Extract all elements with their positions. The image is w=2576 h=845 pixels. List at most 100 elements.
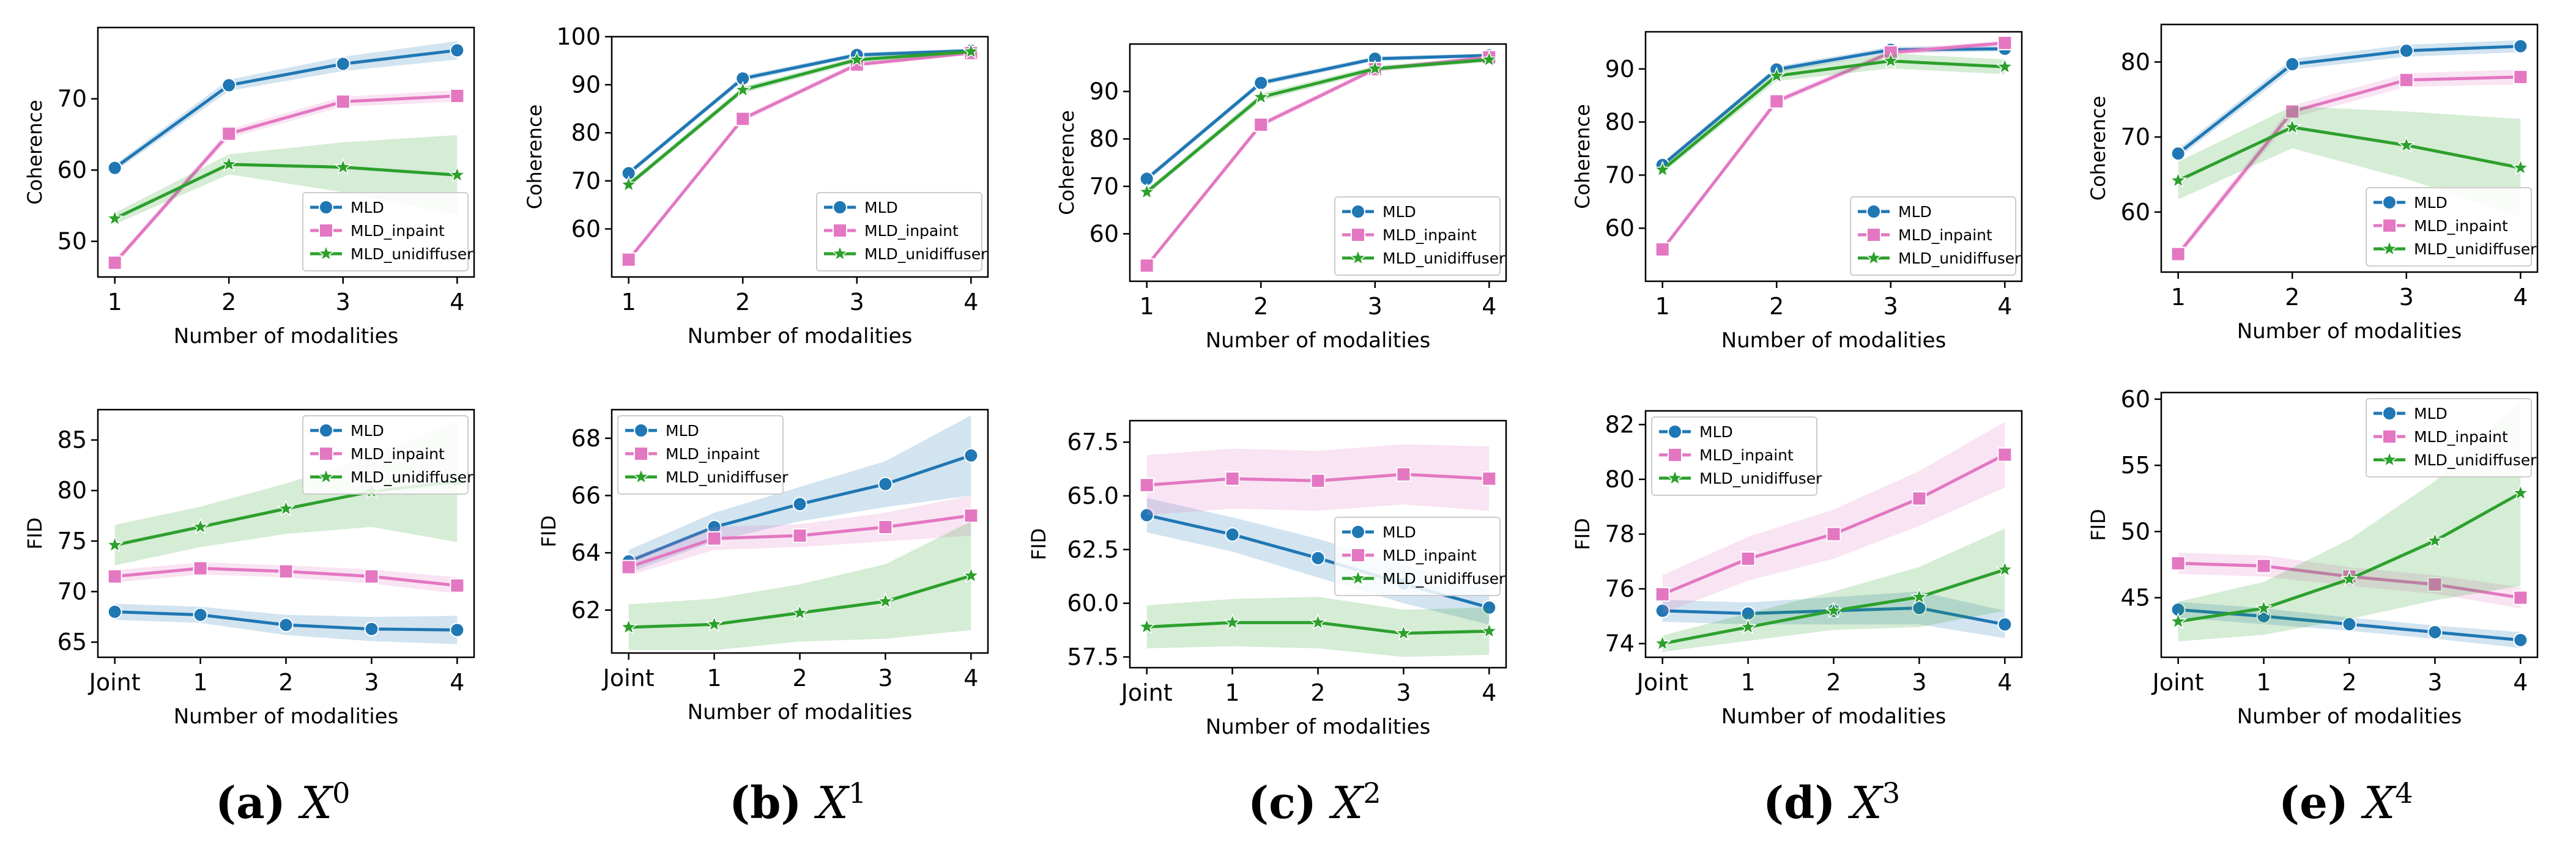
- y-axis-label: Coherence: [1571, 104, 1594, 209]
- legend-label: MLD: [1699, 423, 1733, 441]
- legend-label: MLD: [1383, 523, 1416, 541]
- legend-box: [617, 415, 784, 495]
- x-tick-label: 4: [450, 289, 464, 315]
- data-point-MLD: [107, 604, 122, 619]
- x-tick-label: Joint: [602, 665, 655, 692]
- legend-circle-marker: [319, 200, 333, 215]
- data-point-MLD_unidiffuser: [791, 603, 809, 621]
- y-tick-label: 70: [1089, 173, 1119, 200]
- y-tick-label: 80: [571, 119, 601, 146]
- y-tick-label: 80: [1089, 125, 1119, 152]
- confidence-band-MLD_unidiffuser: [1146, 597, 1490, 657]
- data-point-MLD_unidiffuser: [1739, 618, 1758, 635]
- series-line-MLD_inpaint: [2177, 75, 2521, 256]
- series-line-MLD_inpaint: [113, 94, 458, 264]
- legend-box: [816, 192, 982, 271]
- y-axis-label: Coherence: [523, 105, 546, 210]
- chart-panel-2: 1 2 3 4 60 70 80 90 100 Number of modalities Coher…: [523, 23, 989, 349]
- data-point-MLD_unidiffuser: [962, 566, 980, 583]
- legend-star-marker: [831, 244, 849, 262]
- caption-variable: X: [1850, 777, 1882, 828]
- legend-label: MLD_unidiffuser: [666, 468, 789, 486]
- y-tick-label: 100: [556, 23, 601, 50]
- legend-label: MLD: [2414, 194, 2448, 212]
- legend-label: MLD_unidiffuser: [2414, 451, 2537, 469]
- series-line-MLD: [1146, 54, 1490, 180]
- x-tick-label: 3: [850, 289, 864, 315]
- data-point-MLD_inpaint: [2399, 72, 2414, 87]
- legend-square-marker: [1351, 548, 1365, 563]
- caption-label: (e): [2279, 777, 2364, 828]
- y-tick-label: 70: [2121, 124, 2150, 150]
- y-tick-label: 65.0: [1067, 482, 1119, 509]
- y-axis-label: Coherence: [1055, 110, 1078, 215]
- x-tick-label: 1: [2171, 284, 2186, 311]
- legend-label: MLD: [666, 422, 699, 440]
- legend-circle-marker: [319, 423, 333, 438]
- chart-panel-6: Joint 1 2 3 4 65 70 75 80 85 Number of modalities F…: [23, 408, 475, 729]
- series-line-MLD: [1661, 47, 2005, 166]
- legend-label: MLD_inpaint: [864, 222, 959, 240]
- y-tick-label: 75: [58, 528, 87, 555]
- data-point-MLD_unidiffuser: [1480, 50, 1498, 67]
- x-tick-label: 3: [336, 289, 351, 315]
- legend-circle-marker: [2382, 406, 2397, 421]
- x-tick-label: 2: [221, 289, 236, 315]
- y-tick-label: 62.5: [1067, 536, 1119, 563]
- legend-square-marker: [319, 223, 333, 238]
- data-point-MLD_unidiffuser: [1138, 182, 1156, 200]
- confidence-band-MLD: [1146, 53, 1490, 182]
- data-point-MLD_inpaint: [450, 88, 465, 103]
- data-point-MLD_inpaint: [2170, 246, 2186, 262]
- data-point-MLD_unidiffuser: [191, 517, 210, 535]
- axes-frame: [97, 26, 475, 278]
- series-line-MLD_unidiffuser: [1146, 58, 1490, 194]
- data-point-MLD_unidiffuser: [1767, 66, 1786, 84]
- legend-circle-marker: [2382, 195, 2397, 210]
- legend-star-marker: [1349, 248, 1367, 266]
- y-tick-label: 80: [2121, 48, 2150, 75]
- chart-panel-7: Joint 1 2 3 4 62 64 66 68 Number of modalities FID…: [537, 408, 989, 725]
- legend-label: MLD_inpaint: [1383, 547, 1477, 564]
- data-point-MLD_inpaint: [107, 569, 122, 584]
- x-tick-label: Joint: [1120, 679, 1173, 706]
- y-tick-label: 60: [2121, 199, 2150, 226]
- y-axis-label: FID: [1027, 528, 1050, 560]
- x-tick-label: 1: [2256, 669, 2271, 696]
- data-point-MLD_inpaint: [2170, 556, 2186, 571]
- legend-label: MLD_inpaint: [1898, 226, 1992, 244]
- chart-panel-4: 1 2 3 4 60 70 80 90 Number of modalities Coherenc…: [1571, 31, 2023, 353]
- x-tick-label: Joint: [2151, 669, 2204, 696]
- data-point-MLD_inpaint: [1310, 473, 1326, 489]
- data-point-MLD: [1139, 507, 1154, 523]
- x-tick-label: 1: [1655, 293, 1670, 320]
- legend-label: MLD_inpaint: [666, 445, 760, 463]
- chart-panel-1: 1 2 3 4 50 60 70 Number of modalities Coherence M…: [23, 26, 475, 349]
- legend-box: [1334, 517, 1501, 596]
- x-tick-label: Joint: [88, 669, 141, 696]
- x-tick-label: 1: [1740, 669, 1755, 696]
- data-point-MLD: [2285, 57, 2300, 72]
- y-tick-label: 60: [58, 157, 87, 183]
- y-tick-label: 50: [58, 228, 87, 255]
- series-line-MLD: [628, 49, 971, 175]
- data-point-MLD_unidiffuser: [1252, 87, 1270, 105]
- legend: MLD MLD_inpaint MLD_unidiffuser: [617, 415, 789, 495]
- data-point-MLD: [1655, 603, 1670, 618]
- x-tick-label: 2: [1253, 293, 1268, 320]
- data-point-MLD_inpaint: [450, 578, 465, 593]
- series-line-MLD_inpaint: [1661, 41, 2005, 251]
- caption-superscript: 1: [848, 777, 867, 810]
- data-point-MLD_unidiffuser: [277, 499, 295, 517]
- x-tick-label: 1: [193, 669, 207, 696]
- legend-square-marker: [2382, 218, 2397, 233]
- legend-star-marker: [1349, 569, 1367, 586]
- data-point-MLD_inpaint: [335, 94, 351, 109]
- y-axis-label: Coherence: [2087, 96, 2110, 201]
- legend-square-marker: [1866, 227, 1881, 242]
- y-tick-label: 70: [1605, 161, 1635, 188]
- legend-box: [302, 192, 469, 271]
- x-tick-label: 1: [1140, 293, 1154, 320]
- y-axis-label: Coherence: [23, 100, 46, 205]
